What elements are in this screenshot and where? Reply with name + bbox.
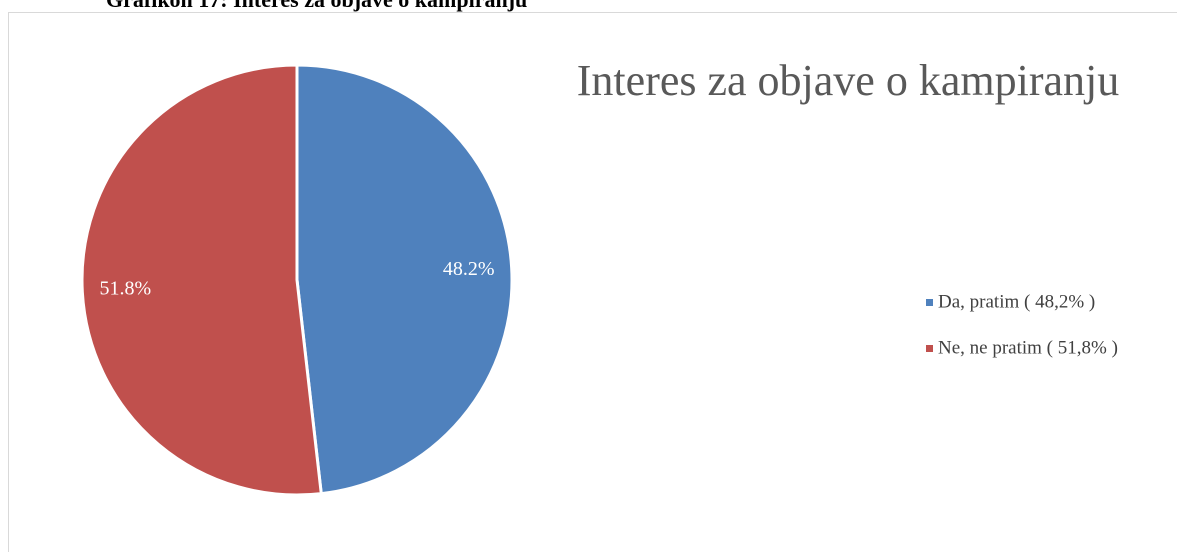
- data-label: 51.8%: [99, 277, 151, 299]
- caption: Grafikon 17: Interes za objave o kampira…: [106, 0, 527, 12]
- legend-label: Da, pratim ( 48,2% ): [938, 291, 1095, 312]
- pie-slice: [80, 63, 323, 497]
- data-label: 48.2%: [443, 258, 495, 280]
- legend-label: Ne, ne pratim ( 51,8% ): [938, 337, 1118, 358]
- pie-slice: [295, 63, 514, 496]
- legend-swatch: [926, 345, 933, 352]
- legend-swatch: [926, 299, 933, 306]
- chart-title: Interes za objave o kampiranju: [577, 56, 1119, 105]
